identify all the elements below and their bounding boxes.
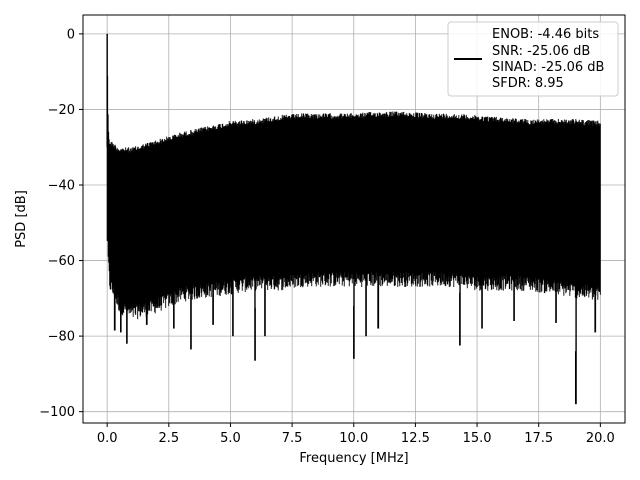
- x-tick-label: 10.0: [339, 431, 368, 446]
- legend-line-sinad: SINAD: -25.06 dB: [492, 60, 604, 75]
- psd-trace: [106, 33, 601, 405]
- x-axis-ticks: 0.0 2.5 5.0 7.5 10.0 12.5 15.0 17.5 20.0: [97, 423, 615, 446]
- y-tick-label: 0: [67, 27, 75, 42]
- x-tick-label: 0.0: [97, 431, 118, 446]
- y-tick-label: −60: [48, 254, 75, 269]
- x-axis-label: Frequency [MHz]: [299, 451, 408, 466]
- x-tick-label: 2.5: [158, 431, 179, 446]
- legend: ENOB: -4.46 bits SNR: -25.06 dB SINAD: -…: [447, 21, 619, 97]
- y-axis-label: PSD [dB]: [14, 190, 29, 248]
- legend-line-sfdr: SFDR: 8.95: [492, 76, 564, 91]
- y-tick-label: −20: [48, 103, 75, 118]
- legend-line-snr: SNR: -25.06 dB: [492, 44, 590, 59]
- legend-line-enob: ENOB: -4.46 bits: [492, 27, 599, 42]
- legend-frame: [447, 21, 619, 97]
- x-tick-label: 12.5: [401, 431, 430, 446]
- x-tick-label: 7.5: [282, 431, 303, 446]
- x-tick-label: 15.0: [463, 431, 492, 446]
- x-tick-label: 17.5: [524, 431, 553, 446]
- y-tick-label: −100: [39, 405, 75, 420]
- x-tick-label: 20.0: [586, 431, 615, 446]
- x-tick-label: 5.0: [220, 431, 241, 446]
- y-tick-label: −40: [48, 179, 75, 194]
- y-axis-ticks: 0 −20 −40 −60 −80 −100: [39, 27, 83, 420]
- y-tick-label: −80: [48, 330, 75, 345]
